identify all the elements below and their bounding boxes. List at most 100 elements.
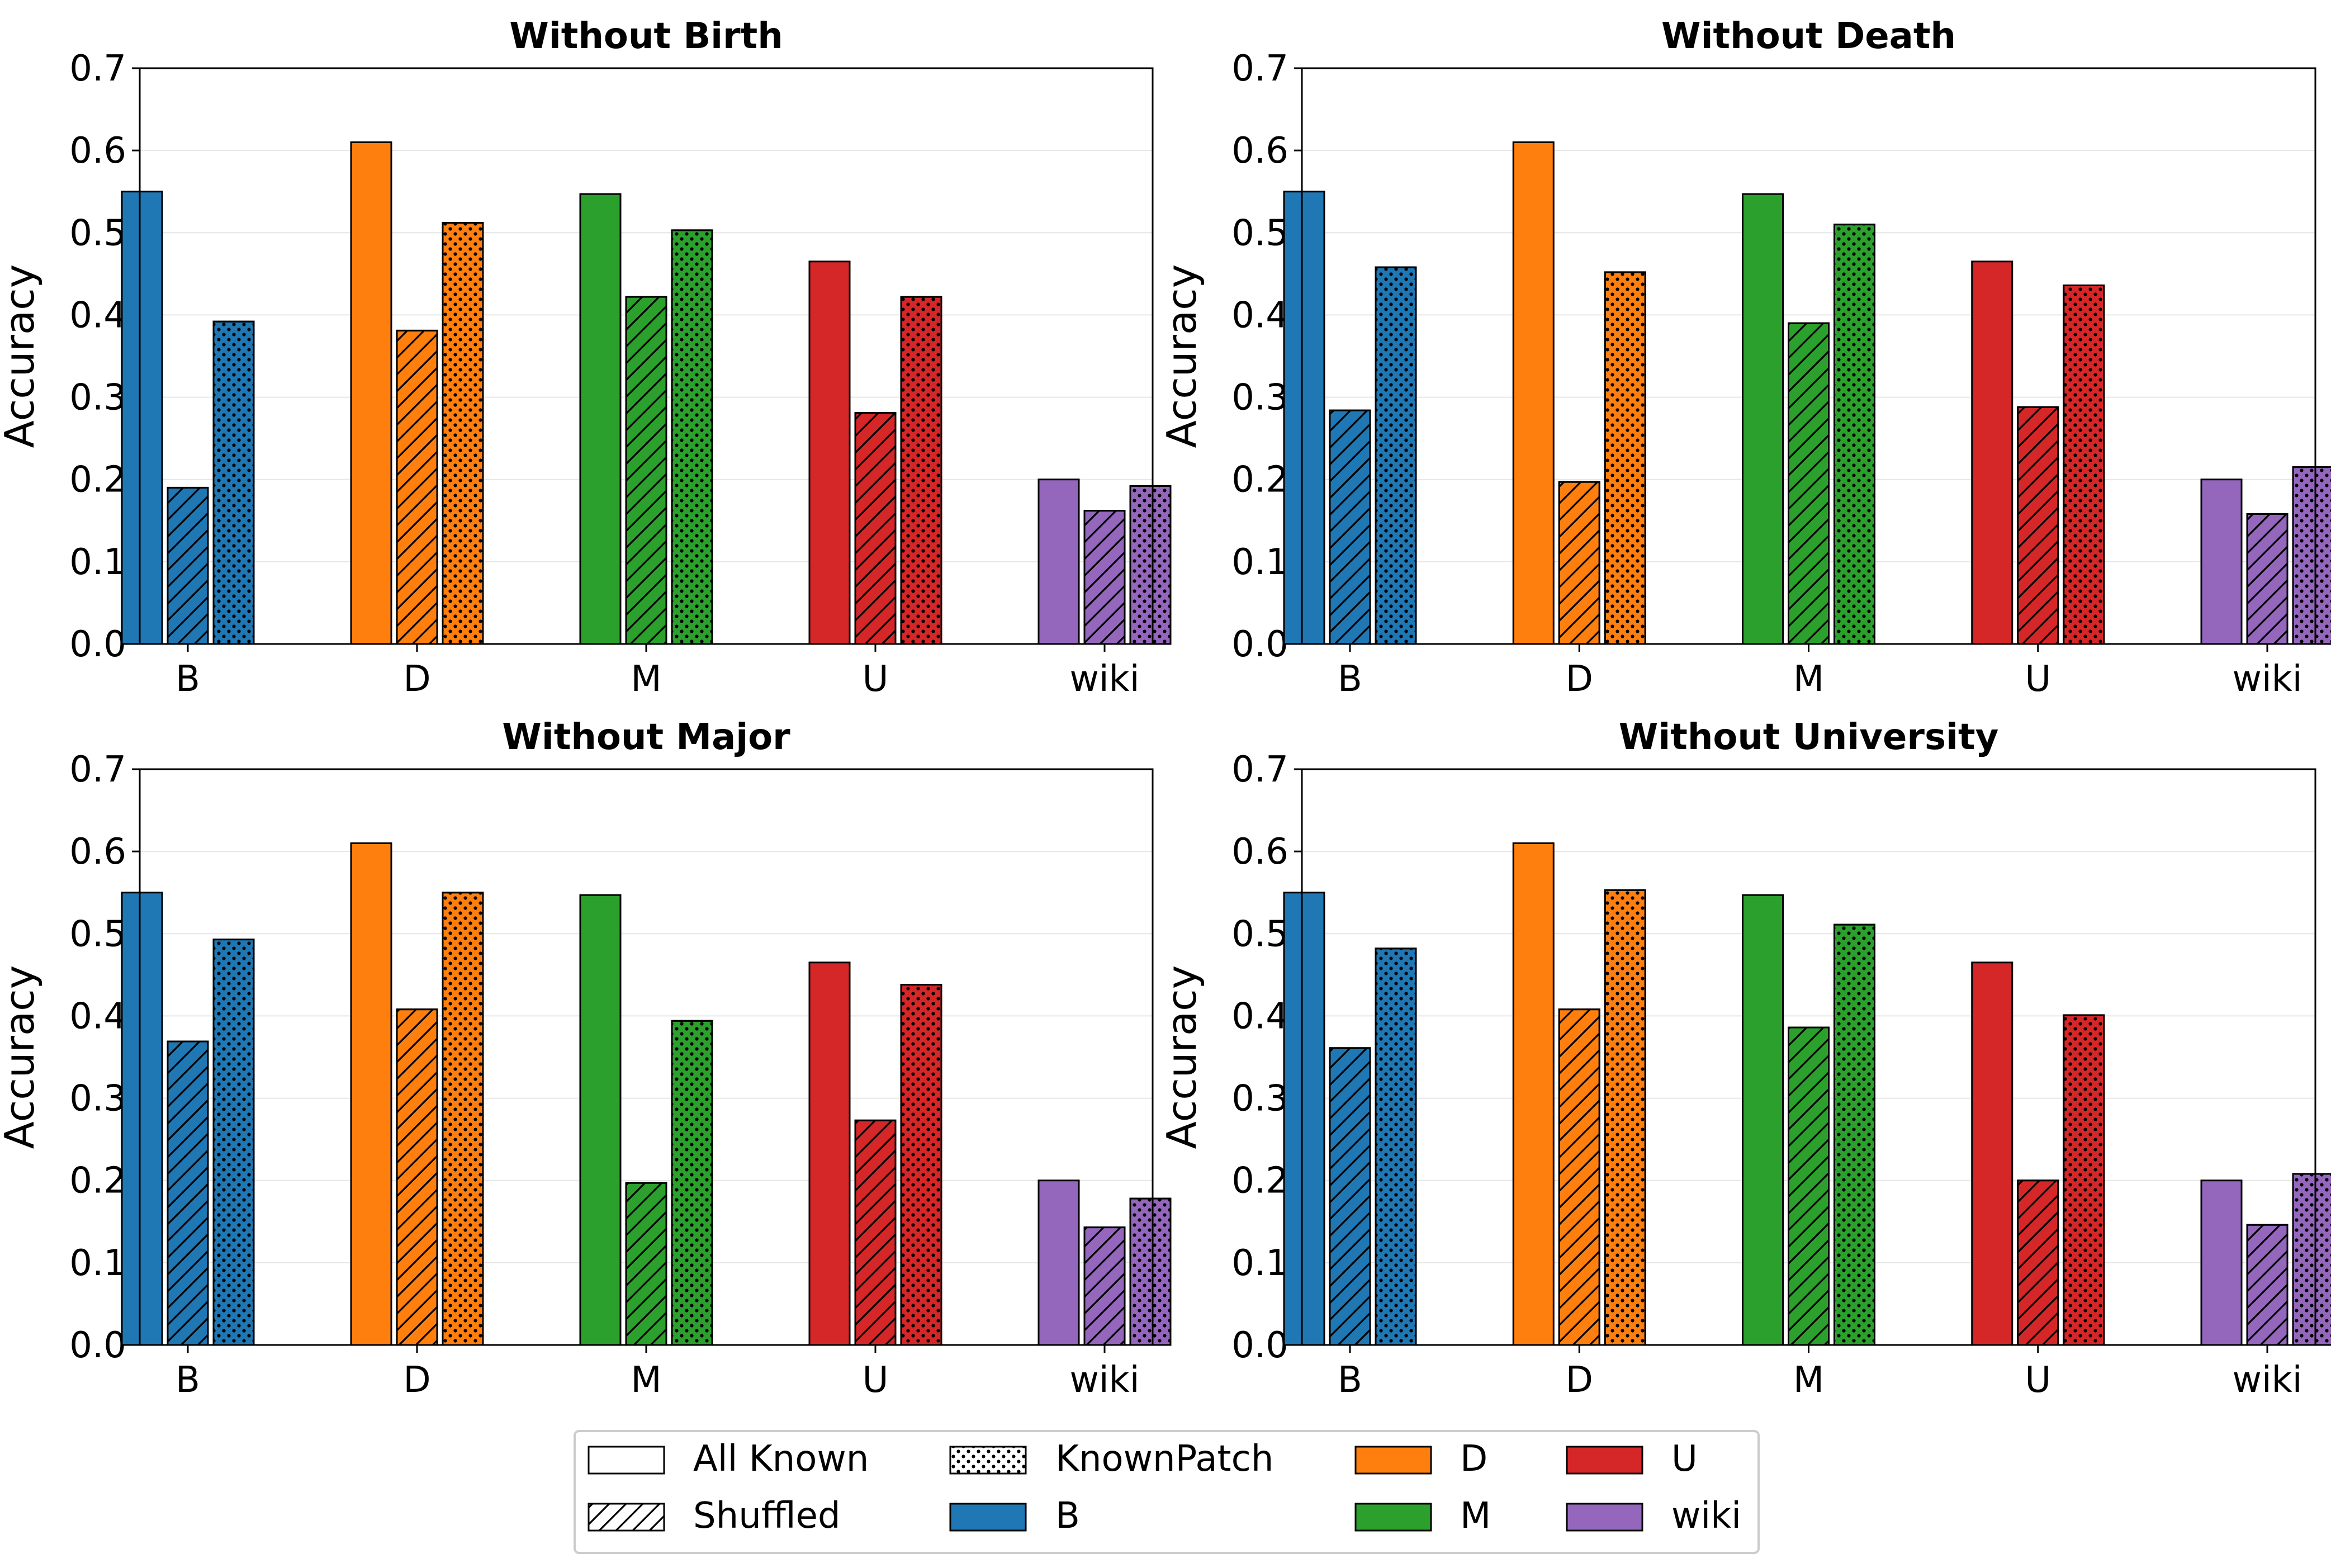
x-tick-label-d: D (1566, 659, 1593, 700)
bar-wiki-knownpatch-pattern (2292, 466, 2331, 645)
bar-d-all-known (1512, 842, 1555, 1346)
x-tick-label-d: D (1566, 1359, 1593, 1401)
bar-u-knownpatch-pattern (900, 296, 942, 645)
bar-wiki-all-known (2200, 1179, 2243, 1346)
bar-wiki-shuffled-pattern (1083, 510, 1126, 645)
legend-label-wiki: wiki (1671, 1495, 1741, 1537)
x-tick-label-wiki: wiki (1070, 659, 1140, 700)
y-tick-label: 0.2 (69, 1160, 126, 1202)
x-tick-label-u: U (2025, 659, 2051, 700)
y-tick-label: 0.3 (69, 377, 126, 419)
y-axis-label: Accuracy (0, 965, 43, 1149)
bar-b-shuffled-pattern (1329, 409, 1371, 645)
legend-swatch-knownpatch (949, 1446, 1027, 1475)
bar-d-shuffled-pattern (1558, 481, 1600, 645)
bar-b-knownpatch-pattern (212, 939, 255, 1346)
x-tick-label-m: M (631, 1359, 661, 1401)
bar-u-shuffled-pattern (2017, 1179, 2059, 1346)
bar-b-shuffled-pattern (1329, 1047, 1371, 1346)
bar-wiki-all-known (1037, 1179, 1080, 1346)
y-tick-label: 0.4 (1231, 295, 1288, 336)
bar-u-all-known (1971, 961, 2013, 1346)
y-tick-label: 0.2 (69, 459, 126, 501)
bar-b-knownpatch-pattern (1375, 948, 1417, 1346)
bar-u-shuffled-pattern (2017, 406, 2059, 645)
y-tick-label: 0.3 (69, 1078, 126, 1120)
x-tick-label-d: D (403, 1359, 430, 1401)
bar-u-knownpatch-pattern (2063, 1014, 2105, 1346)
bar-wiki-knownpatch-pattern (1129, 485, 1172, 645)
bar-b-all-known (121, 191, 163, 645)
y-tick-label: 0.0 (1231, 1325, 1288, 1366)
legend-swatch-d (1354, 1446, 1432, 1475)
bar-d-shuffled-pattern (396, 1008, 438, 1346)
bar-m-knownpatch-pattern (671, 1020, 713, 1346)
bar-d-all-known (350, 141, 392, 645)
legend-entry-wiki: wiki (1566, 1495, 1741, 1537)
axes-frame (1301, 67, 2316, 645)
legend-label-all-known: All Known (693, 1438, 869, 1480)
bar-b-knownpatch-pattern (212, 320, 255, 645)
bar-wiki-all-known (1037, 479, 1080, 645)
legend-label-knownpatch: KnownPatch (1055, 1438, 1273, 1480)
y-tick-label: 0.1 (69, 542, 126, 583)
bar-u-shuffled-pattern (854, 1119, 897, 1346)
y-axis-label: Accuracy (1158, 264, 1205, 448)
bar-wiki-knownpatch-pattern (2292, 1173, 2331, 1346)
bar-u-knownpatch-pattern (900, 984, 942, 1346)
x-tick-label-u: U (863, 659, 889, 700)
y-tick-label: 0.0 (1231, 624, 1288, 665)
x-tick-label-u: U (863, 1359, 889, 1401)
x-tick-label-b: B (1338, 1359, 1362, 1401)
bar-d-shuffled-pattern (1558, 1008, 1600, 1346)
legend-frame (574, 1430, 1760, 1554)
bar-u-all-known (808, 961, 851, 1346)
legend-label-shuffled: Shuffled (693, 1495, 841, 1537)
y-tick-label: 0.7 (1231, 749, 1288, 790)
legend-label-d: D (1460, 1438, 1487, 1480)
legend-entry-all-known: All Known (588, 1438, 869, 1480)
legend-label-u: U (1671, 1438, 1698, 1480)
x-tick-label-wiki: wiki (2233, 1359, 2302, 1401)
legend-entry-u: U (1566, 1438, 1698, 1480)
bar-m-knownpatch-pattern (1833, 224, 1875, 645)
y-tick-label: 0.7 (69, 48, 126, 89)
legend-entry-shuffled: Shuffled (588, 1495, 841, 1537)
legend-entry-m: M (1354, 1495, 1491, 1537)
bar-d-knownpatch-pattern (442, 222, 484, 645)
bar-m-all-known (579, 193, 622, 645)
chart-title: Without University (1619, 717, 1999, 758)
y-tick-label: 0.2 (1231, 1160, 1288, 1202)
bar-wiki-shuffled-pattern (2246, 513, 2289, 645)
bar-wiki-shuffled-pattern (2246, 1224, 2289, 1346)
x-tick-label-b: B (176, 1359, 200, 1401)
bar-u-shuffled-pattern (854, 412, 897, 645)
bar-b-shuffled-pattern (167, 486, 209, 645)
y-tick-label: 0.6 (69, 130, 126, 172)
bar-m-all-known (1742, 193, 1784, 645)
y-tick-label: 0.1 (69, 1243, 126, 1284)
x-tick-label-u: U (2025, 1359, 2051, 1401)
legend-entry-knownpatch: KnownPatch (949, 1438, 1273, 1480)
legend-entry-d: D (1354, 1438, 1487, 1480)
y-tick-label: 0.5 (69, 212, 126, 254)
bar-m-all-known (579, 894, 622, 1346)
x-tick-label-b: B (176, 659, 200, 700)
bar-d-knownpatch-pattern (1604, 271, 1646, 645)
y-tick-label: 0.0 (69, 624, 126, 665)
legend-swatch-all-known (588, 1446, 665, 1475)
y-tick-label: 0.4 (69, 996, 126, 1037)
bar-d-all-known (350, 842, 392, 1346)
y-tick-label: 0.7 (69, 749, 126, 790)
chart-title: Without Birth (509, 16, 783, 57)
bar-d-knownpatch-pattern (1604, 889, 1646, 1346)
bar-m-knownpatch-pattern (1833, 923, 1875, 1346)
bar-d-shuffled-pattern (396, 329, 438, 645)
y-tick-label: 0.2 (1231, 459, 1288, 501)
legend-swatch-shuffled (588, 1503, 665, 1532)
legend-swatch-m (1354, 1503, 1432, 1532)
